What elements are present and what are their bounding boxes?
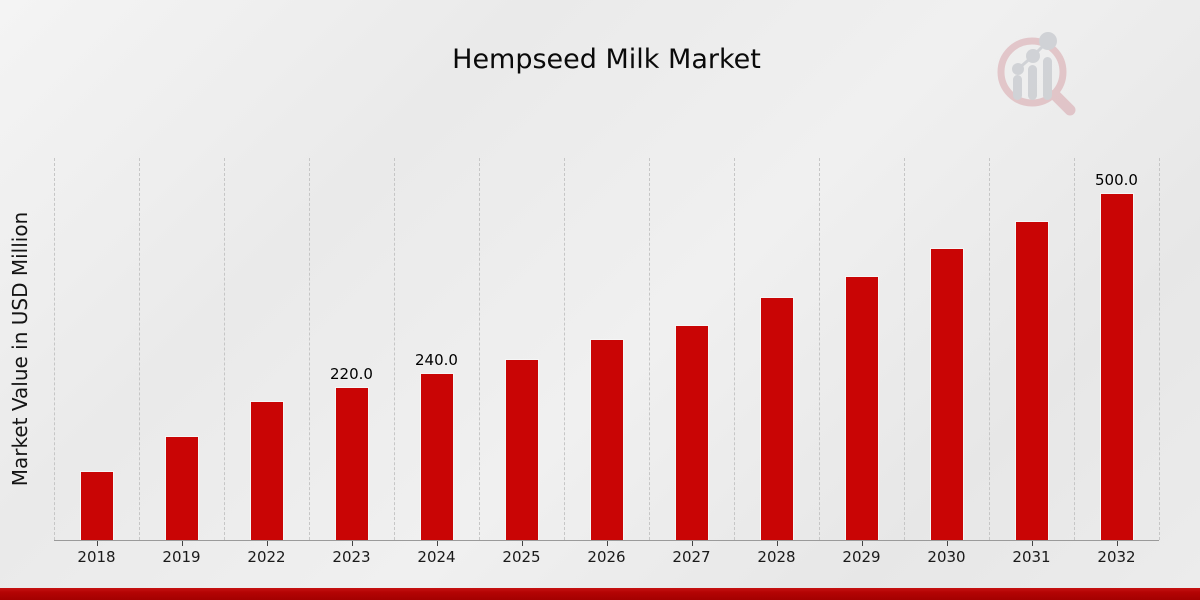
x-tick bbox=[96, 541, 98, 546]
gridline bbox=[819, 158, 820, 540]
gridline bbox=[309, 158, 310, 540]
gridline bbox=[139, 158, 140, 540]
x-tick-label-2029: 2029 bbox=[842, 548, 881, 566]
bar-2029 bbox=[844, 276, 879, 540]
gridline bbox=[649, 158, 650, 540]
plot-area: 2018 2019 2022 220.0 2023 240.0 2024 2025 2026 20… bbox=[54, 158, 1160, 566]
x-tick-label-2028: 2028 bbox=[757, 548, 796, 566]
x-tick-label-2031: 2031 bbox=[1012, 548, 1051, 566]
x-tick bbox=[521, 541, 523, 546]
data-label-2032: 500.0 bbox=[1095, 170, 1138, 189]
data-label-2023: 220.0 bbox=[330, 365, 373, 384]
gridline bbox=[734, 158, 735, 540]
magnifier-bar-chart-logo-icon bbox=[997, 32, 1076, 116]
bar-2024 bbox=[419, 373, 454, 540]
bar-2030 bbox=[929, 248, 964, 540]
gridline bbox=[1159, 158, 1160, 540]
gridline bbox=[224, 158, 225, 540]
x-tick bbox=[861, 541, 863, 546]
gridline bbox=[1074, 158, 1075, 540]
gridline bbox=[564, 158, 565, 540]
x-tick-label-2030: 2030 bbox=[927, 548, 966, 566]
x-tick-label-2018: 2018 bbox=[77, 548, 116, 566]
bar-2018 bbox=[79, 470, 114, 540]
x-tick-label-2023: 2023 bbox=[332, 548, 371, 566]
x-tick bbox=[946, 541, 948, 546]
x-tick-label-2022: 2022 bbox=[247, 548, 286, 566]
x-tick bbox=[181, 541, 183, 546]
bar-2032 bbox=[1099, 192, 1134, 540]
x-tick bbox=[1031, 541, 1033, 546]
x-tick bbox=[266, 541, 268, 546]
y-axis-label: Market Value in USD Million bbox=[8, 211, 32, 487]
bar-2027 bbox=[674, 324, 709, 540]
x-tick bbox=[691, 541, 693, 546]
gridline bbox=[54, 158, 55, 540]
gridline bbox=[904, 158, 905, 540]
bottom-accent-band bbox=[0, 588, 1200, 600]
x-tick-label-2019: 2019 bbox=[162, 548, 201, 566]
bar-2028 bbox=[759, 296, 794, 540]
gridline bbox=[479, 158, 480, 540]
x-tick bbox=[1116, 541, 1118, 546]
bar-2019 bbox=[164, 435, 199, 540]
x-tick-label-2024: 2024 bbox=[417, 548, 456, 566]
data-label-2024: 240.0 bbox=[415, 351, 458, 370]
bar-2023 bbox=[334, 387, 369, 540]
x-tick bbox=[351, 541, 353, 546]
x-tick-label-2026: 2026 bbox=[587, 548, 626, 566]
x-tick-label-2025: 2025 bbox=[502, 548, 541, 566]
x-tick bbox=[606, 541, 608, 546]
chart-title: Hempseed Milk Market bbox=[452, 44, 761, 75]
x-tick-label-2027: 2027 bbox=[672, 548, 711, 566]
x-tick bbox=[436, 541, 438, 546]
bar-2026 bbox=[589, 338, 624, 540]
gridline bbox=[989, 158, 990, 540]
x-tick-label-2032: 2032 bbox=[1097, 548, 1136, 566]
bar-2031 bbox=[1014, 220, 1049, 540]
x-tick bbox=[776, 541, 778, 546]
y-axis-label-container: Market Value in USD Million bbox=[0, 158, 40, 540]
bar-2025 bbox=[504, 359, 539, 540]
bar-2022 bbox=[249, 401, 284, 540]
gridline bbox=[394, 158, 395, 540]
